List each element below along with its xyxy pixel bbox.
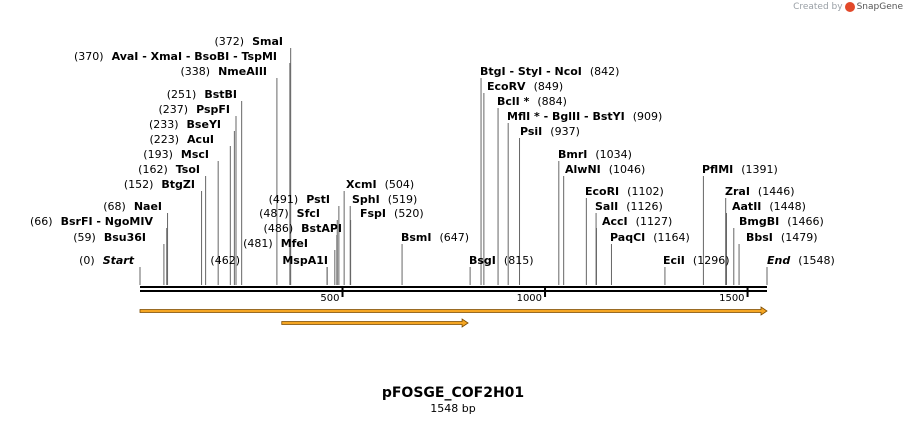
site-label-223-acui[interactable]: (223) AcuI: [149, 133, 214, 146]
feature-arrow-1[interactable]: [139, 306, 768, 316]
site-label-68-naei[interactable]: (68) NaeI: [103, 200, 162, 213]
features: [139, 306, 768, 328]
site-label-491-psti[interactable]: (491) PstI: [269, 193, 330, 206]
site-label-162-tsoi[interactable]: (162) TsoI: [138, 163, 200, 176]
map-title: pFOSGE_COF2H01: [382, 385, 524, 401]
site-label-paqci-1164[interactable]: PaqCI (1164): [610, 231, 690, 244]
site-label-zrai-1446[interactable]: ZraI (1446): [725, 185, 795, 198]
site-label-bbsi-1479[interactable]: BbsI (1479): [746, 231, 817, 244]
site-label-bmgbi-1466[interactable]: BmgBI (1466): [739, 215, 824, 228]
site-label-sphi-519[interactable]: SphI (519): [352, 193, 417, 206]
site-label-251-bstbi[interactable]: (251) BstBI: [167, 88, 237, 101]
site-label-end-1548[interactable]: End (1548): [767, 254, 835, 267]
leader-lines: [139, 48, 768, 285]
site-label-233-bseyi[interactable]: (233) BseYI: [149, 118, 221, 131]
site-label-fspi-520[interactable]: FspI (520): [360, 207, 424, 220]
site-label-ecorv-849[interactable]: EcoRV (849): [487, 80, 563, 93]
site-labels: (0) Start (59) Bsu36I (66) BsrFI - NgoMIV (68)…: [30, 35, 835, 267]
site-label-486-bstapi[interactable]: (486) BstAPI: [264, 222, 342, 235]
site-label-acci-1127[interactable]: AccI (1127): [602, 215, 672, 228]
site-label-xcmi-504[interactable]: XcmI (504): [346, 178, 414, 191]
site-label-mfli-bglii-bstyi-909[interactable]: MflI * - BglII - BstYI (909): [507, 110, 662, 123]
credit-prefix: Created by: [793, 2, 843, 12]
site-label-237-pspfi[interactable]: (237) PspFI: [159, 103, 231, 116]
site-label-487-sfci[interactable]: (487) SfcI: [259, 207, 320, 220]
credit: Created by SnapGene: [793, 2, 903, 12]
site-label-193-msci[interactable]: (193) MscI: [143, 148, 209, 161]
snapgene-logo-icon: [844, 2, 855, 12]
site-label-bsgi-815[interactable]: BsgI (815): [469, 254, 534, 267]
site-label-66-bsrfi-ngomiv[interactable]: (66) BsrFI - NgoMIV: [30, 215, 153, 228]
site-label-btgi-styi-ncoi-842[interactable]: BtgI - StyI - NcoI (842): [480, 65, 619, 78]
site-label-152-btgzi[interactable]: (152) BtgZI: [124, 178, 195, 191]
site-label-sali-1126[interactable]: SalI (1126): [595, 200, 663, 213]
tick-label-1500: 1500: [719, 293, 744, 304]
feature-arrow-2[interactable]: [281, 318, 469, 328]
tick-label-1000: 1000: [517, 293, 542, 304]
sequence-axis: 500 1000 1500: [140, 286, 767, 304]
site-label-462[interactable]: (462): [210, 254, 240, 267]
site-label-59-bsu36i[interactable]: (59) Bsu36I: [73, 231, 146, 244]
site-label-338-nmeaiii[interactable]: (338) NmeAIII: [180, 65, 267, 78]
site-label-aatii-1448[interactable]: AatII (1448): [732, 200, 806, 213]
tick-label-500: 500: [320, 293, 339, 304]
site-label-bsmi-647[interactable]: BsmI (647): [401, 231, 469, 244]
site-label-bcli-884[interactable]: BclI * (884): [497, 95, 567, 108]
site-label-psii-937[interactable]: PsiI (937): [520, 125, 580, 138]
site-label-ecori-1102[interactable]: EcoRI (1102): [585, 185, 664, 198]
site-label-mspa1i[interactable]: MspA1I: [282, 254, 328, 267]
map-length: 1548 bp: [430, 402, 475, 415]
credit-brand: SnapGene: [856, 2, 903, 12]
site-label-ecii-1296[interactable]: EciI (1296): [663, 254, 729, 267]
site-label-bmri-1034[interactable]: BmrI (1034): [558, 148, 632, 161]
site-label-372-smai[interactable]: (372) SmaI: [215, 35, 284, 48]
site-label-481-mfei[interactable]: (481) MfeI: [243, 237, 308, 250]
site-label-0-start[interactable]: (0) Start: [79, 254, 135, 267]
site-label-alwni-1046[interactable]: AlwNI (1046): [565, 163, 645, 176]
site-label-370-avai-xmai-bsobi-tspmi[interactable]: (370) AvaI - XmaI - BsoBI - TspMI: [74, 50, 277, 63]
site-label-pflmi-1391[interactable]: PflMI (1391): [702, 163, 778, 176]
